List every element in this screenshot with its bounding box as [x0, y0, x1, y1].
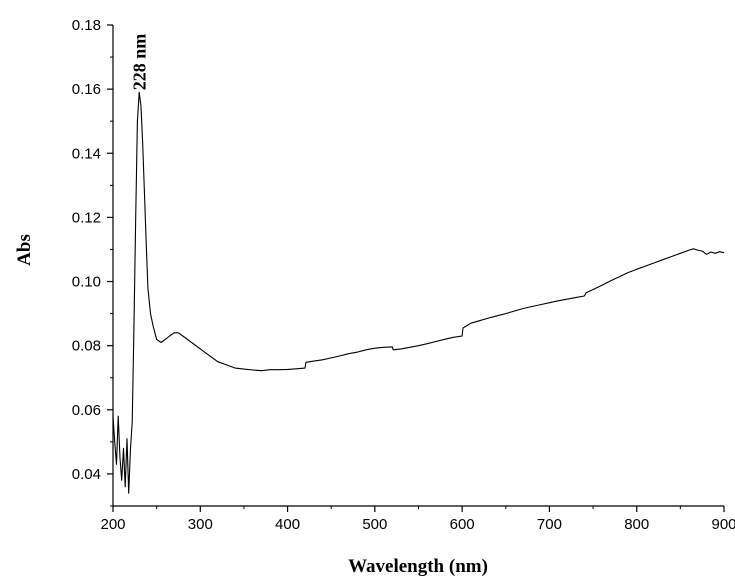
x-tick-label: 700 — [537, 516, 562, 533]
y-ticks: 0.04 0.06 0.08 0.10 0.12 0.14 0.16 0.18 — [72, 17, 113, 507]
x-axis-title: Wavelength (nm) — [348, 556, 488, 576]
y-tick-label: 0.06 — [72, 402, 101, 419]
x-tick-label: 400 — [275, 516, 300, 533]
y-tick-label: 0.08 — [72, 338, 101, 355]
absorbance-series-line — [112, 91, 725, 494]
x-tick-label: 600 — [450, 516, 475, 533]
x-tick-label: 900 — [711, 516, 735, 533]
x-ticks: 200 300 400 500 600 700 800 900 — [100, 506, 735, 533]
y-tick-label: 0.16 — [72, 81, 101, 98]
y-tick-label: 0.18 — [72, 17, 101, 34]
x-tick-label: 200 — [100, 516, 125, 533]
y-tick-label: 0.10 — [72, 274, 101, 291]
y-axis-title: Abs — [14, 234, 35, 266]
y-tick-label: 0.04 — [72, 466, 101, 483]
y-tick-label: 0.14 — [72, 145, 101, 162]
plot-frame — [112, 25, 724, 507]
x-tick-label: 800 — [624, 516, 649, 533]
peak-annotation: 228 nm — [129, 34, 149, 91]
x-tick-label: 300 — [188, 516, 213, 533]
x-tick-label: 500 — [362, 516, 387, 533]
series-layer — [112, 91, 725, 494]
y-tick-label: 0.12 — [72, 209, 101, 226]
